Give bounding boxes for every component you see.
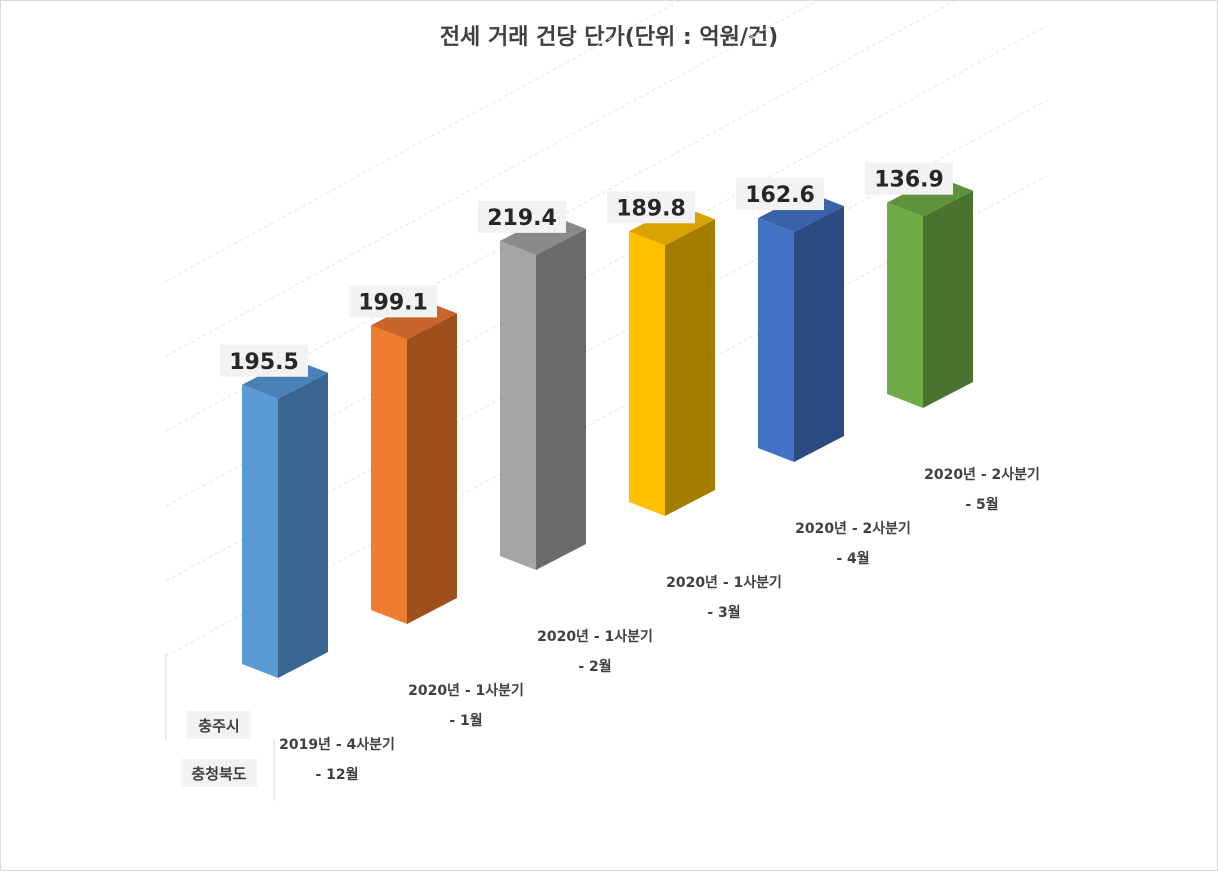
data-label: 219.4 [487, 206, 557, 231]
data-label-bg [349, 285, 437, 318]
data-label: 189.8 [616, 196, 686, 221]
category-label: - 12월 [315, 766, 358, 783]
chart-title: 전세 거래 건당 단가(단위 : 억원/건) [439, 25, 779, 50]
data-label-bg [607, 191, 695, 224]
category-label: - 4월 [836, 550, 869, 567]
bar-side [923, 190, 973, 408]
data-label-bg [220, 344, 308, 377]
data-label: 195.5 [229, 350, 299, 375]
bar-side [665, 219, 715, 517]
axis-label: 충주시 [198, 717, 239, 735]
data-label: 136.9 [874, 168, 944, 193]
bar-side [794, 206, 844, 462]
category-label: 2020년 - 1사분기 [537, 629, 653, 645]
bar-side [407, 313, 457, 624]
bar-front [242, 384, 278, 678]
data-label: 199.1 [358, 290, 428, 315]
data-label-bg [736, 178, 824, 211]
data-label: 162.6 [745, 183, 815, 208]
bar-side [536, 228, 586, 570]
category-label: 2020년 - 1사분기 [666, 575, 782, 591]
bar-front [500, 240, 536, 570]
gridline [165, 25, 1047, 507]
axis-label: 충청북도 [191, 765, 246, 783]
bar-front [629, 231, 665, 517]
category-label: 2019년 - 4사분기 [279, 737, 395, 753]
bar-front [887, 202, 923, 408]
category-label: - 3월 [707, 604, 740, 621]
category-label: - 5월 [965, 496, 998, 513]
bar-front [758, 218, 794, 462]
category-label: - 1월 [449, 712, 482, 729]
data-label-bg [865, 162, 953, 195]
gridline [165, 1, 956, 432]
category-label: 2020년 - 2사분기 [924, 467, 1040, 483]
category-label: - 2월 [578, 658, 611, 675]
category-label: 2020년 - 2사분기 [795, 521, 911, 537]
data-label-bg [478, 200, 566, 233]
bar-side [278, 372, 328, 678]
axis-label-bg [181, 759, 257, 787]
axis-label-bg [187, 711, 251, 739]
bar-front [371, 325, 407, 624]
category-label: 2020년 - 1사분기 [408, 683, 524, 699]
